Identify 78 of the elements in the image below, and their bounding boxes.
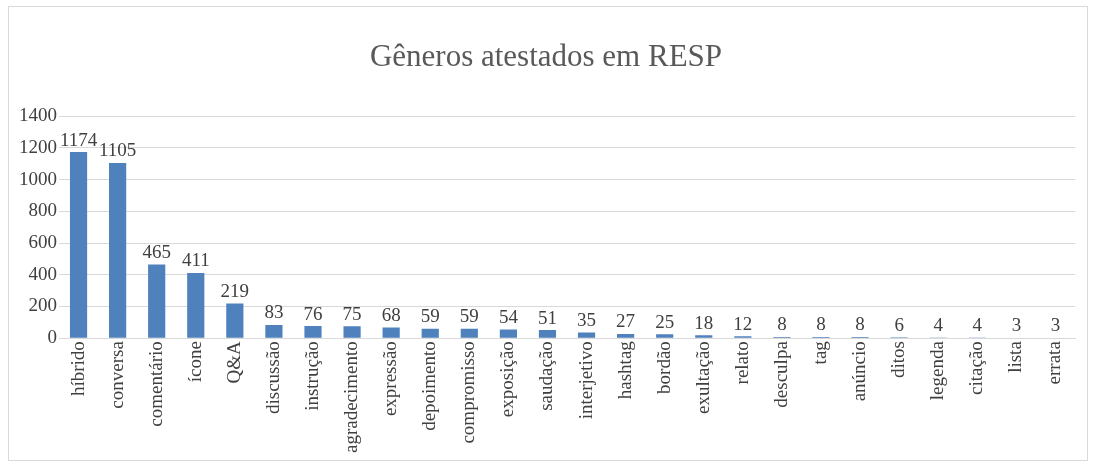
x-tick-label: compromisso bbox=[457, 341, 479, 444]
y-tick-label: 1400 bbox=[19, 104, 57, 126]
data-label: 83 bbox=[264, 301, 284, 323]
data-label: 4 bbox=[972, 314, 983, 336]
x-tick-label: interjetivo bbox=[574, 341, 596, 420]
data-label: 219 bbox=[220, 279, 250, 301]
bar bbox=[656, 334, 674, 338]
data-label: 411 bbox=[181, 249, 210, 271]
x-tick-label: ícone bbox=[183, 341, 205, 383]
data-label: 4 bbox=[933, 314, 944, 336]
data-label: 59 bbox=[459, 305, 479, 327]
bar bbox=[577, 332, 596, 338]
y-tick-label: 0 bbox=[47, 326, 57, 348]
bar bbox=[695, 335, 713, 338]
data-label: 18 bbox=[694, 311, 714, 333]
x-tick-label: relato bbox=[730, 341, 752, 385]
x-tick-label: saudação bbox=[535, 341, 557, 411]
data-label: 1174 bbox=[59, 128, 98, 150]
data-label: 8 bbox=[777, 313, 787, 335]
data-label: 59 bbox=[420, 305, 440, 327]
data-label: 1105 bbox=[98, 139, 137, 161]
data-label: 51 bbox=[537, 306, 557, 328]
y-tick-label: 600 bbox=[28, 231, 57, 253]
bar bbox=[421, 328, 439, 338]
x-tick-label: bordão bbox=[652, 341, 674, 394]
x-tick-label: exultação bbox=[691, 341, 713, 414]
x-tick-label: desculpa bbox=[769, 340, 791, 408]
x-tick-label: errata bbox=[1043, 340, 1065, 385]
x-tick-label: exposição bbox=[496, 341, 518, 418]
data-label: 8 bbox=[855, 313, 865, 335]
bar bbox=[265, 325, 283, 338]
y-tick-label: 200 bbox=[28, 294, 57, 316]
data-label: 3 bbox=[1050, 314, 1061, 336]
bar bbox=[343, 326, 361, 338]
x-tick-label: anúncio bbox=[848, 341, 870, 402]
x-tick-label: lista bbox=[1004, 340, 1026, 373]
data-label: 3 bbox=[1011, 314, 1022, 336]
x-tick-label: híbrido bbox=[66, 341, 88, 397]
x-tick-label: hashtag bbox=[613, 340, 635, 400]
bar bbox=[109, 162, 127, 338]
bar bbox=[538, 330, 557, 338]
data-label: 465 bbox=[142, 240, 171, 262]
bar bbox=[499, 329, 517, 338]
data-label: 27 bbox=[616, 310, 636, 332]
x-tick-label: citação bbox=[965, 341, 987, 395]
x-tick-label: agradecimento bbox=[340, 341, 362, 454]
chart-title: Gêneros atestados em RESP bbox=[369, 37, 723, 73]
x-tick-label: legenda bbox=[926, 340, 948, 401]
x-tick-label: comentário bbox=[144, 341, 166, 427]
bar bbox=[617, 333, 635, 338]
data-label: 54 bbox=[498, 306, 519, 328]
x-tick-label: discussão bbox=[261, 341, 283, 414]
data-label: 6 bbox=[894, 313, 904, 335]
data-label: 25 bbox=[655, 310, 675, 332]
x-tick-label: Q&A bbox=[222, 340, 244, 384]
data-label: 75 bbox=[342, 302, 362, 324]
x-tick-label: depoimento bbox=[418, 341, 440, 431]
y-tick-label: 1000 bbox=[19, 167, 57, 189]
bar bbox=[460, 328, 478, 338]
x-tick-label: conversa bbox=[105, 340, 127, 409]
bar bbox=[187, 273, 205, 338]
x-tick-label: instrução bbox=[300, 341, 322, 411]
bar bbox=[69, 152, 88, 338]
y-tick-label: 800 bbox=[28, 199, 57, 221]
data-label: 76 bbox=[303, 302, 323, 324]
data-label: 8 bbox=[816, 313, 826, 335]
bar bbox=[304, 326, 322, 338]
bar bbox=[382, 327, 400, 338]
y-tick-label: 1200 bbox=[19, 135, 57, 157]
y-tick-label: 400 bbox=[28, 262, 57, 284]
data-label: 35 bbox=[577, 309, 597, 331]
data-label: 68 bbox=[381, 303, 401, 325]
bar bbox=[148, 264, 166, 338]
x-tick-label: expressão bbox=[379, 341, 401, 417]
x-tick-label: ditos bbox=[887, 341, 909, 379]
x-tick-label: tag bbox=[808, 340, 830, 365]
data-label: 12 bbox=[733, 312, 753, 334]
bar bbox=[226, 303, 244, 338]
